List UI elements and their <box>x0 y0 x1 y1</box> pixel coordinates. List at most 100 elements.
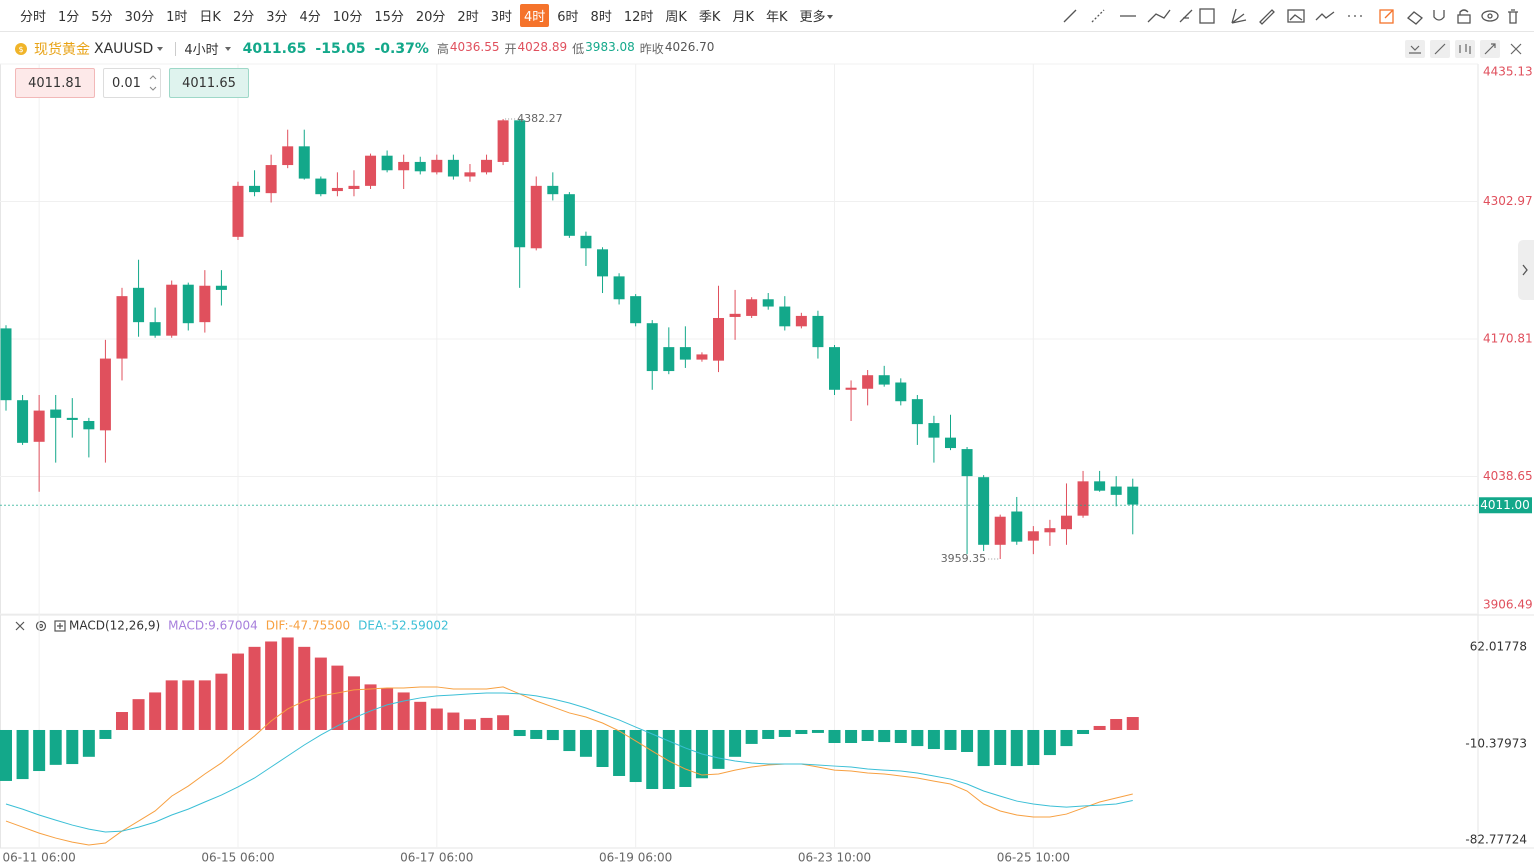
candle-body <box>414 161 426 172</box>
timeframe-button[interactable]: 8时 <box>590 10 612 25</box>
candle-body <box>862 375 874 389</box>
y-tick-label: 3906.49 <box>1483 598 1533 612</box>
macd-bar <box>513 729 526 737</box>
macd-bar <box>662 729 675 789</box>
x-tick-label: 06-11 06:00 <box>3 851 76 865</box>
macd-bar <box>397 692 410 730</box>
macd-bar <box>381 688 394 730</box>
candle-body <box>431 159 443 173</box>
macd-bar <box>149 692 162 730</box>
macd-bar <box>99 729 112 739</box>
macd-bar <box>248 646 261 730</box>
macd-bar <box>314 657 327 730</box>
timeframe-button[interactable]: 2时 <box>457 10 479 25</box>
macd-bar <box>762 729 775 739</box>
stat-label: 开 <box>504 42 517 56</box>
candle-body <box>646 323 658 372</box>
candle-body <box>298 146 310 179</box>
timeframe-button[interactable]: 3分 <box>266 10 288 25</box>
timeframe-button[interactable]: 1分 <box>58 10 80 25</box>
chart-tools[interactable] <box>1405 40 1522 58</box>
macd-bar <box>1010 729 1023 767</box>
candle-body <box>33 410 45 442</box>
candle-body <box>845 387 857 390</box>
macd-bar <box>994 729 1007 765</box>
candle-body <box>348 185 360 189</box>
timeframe-button[interactable]: 1时 <box>166 10 188 25</box>
candle-body <box>514 120 526 248</box>
extreme-label: 3959.35 <box>941 552 987 565</box>
timeframe-button[interactable]: 10分 <box>332 10 363 25</box>
stat-label: 低 <box>572 42 585 56</box>
symbol-name: 现货黄金 <box>34 41 90 58</box>
timeframe-button[interactable]: 日K <box>199 10 221 25</box>
candle-body <box>149 322 161 336</box>
side-tab[interactable] <box>1518 240 1534 300</box>
symbol-code[interactable]: XAUUSD <box>94 40 154 57</box>
y-tick-label: 62.01778 <box>1470 639 1527 653</box>
timeframe-button[interactable]: 2分 <box>232 10 255 25</box>
candle-body <box>729 313 741 317</box>
sell-button[interactable]: 4011.81 <box>15 68 95 98</box>
macd-bar <box>596 729 609 768</box>
indicator-controls[interactable] <box>15 620 66 632</box>
lot-input[interactable]: 0.01 <box>103 68 161 98</box>
y-tick-label: -82.77724 <box>1465 833 1527 847</box>
timeframe-button[interactable]: 12时 <box>623 10 654 25</box>
timeframe-button[interactable]: 3时 <box>490 10 512 25</box>
timeframe-button[interactable]: 30分 <box>124 10 155 25</box>
candle-body <box>1094 481 1106 491</box>
candle-body <box>961 449 973 477</box>
timeframe-button[interactable]: 4分 <box>299 10 321 25</box>
timeframe-button[interactable]: 更多 <box>800 4 834 27</box>
candle-body <box>1127 486 1139 505</box>
macd-line <box>5 692 1133 833</box>
candle-body <box>199 285 211 323</box>
candle-body <box>597 249 609 277</box>
candle-body <box>630 296 642 324</box>
timeframe-button[interactable]: 20分 <box>415 10 446 25</box>
coin-icon: $ <box>15 42 27 55</box>
timeframe-button[interactable]: 季K <box>698 10 721 25</box>
buy-button[interactable]: 4011.65 <box>169 68 249 98</box>
candle-body <box>928 423 940 438</box>
candle-body <box>447 159 459 177</box>
timeframe-button[interactable]: 月K <box>732 10 754 25</box>
svg-text:$: $ <box>18 45 23 54</box>
macd-bar <box>132 699 145 730</box>
candle-body <box>315 178 327 195</box>
timeframe-button[interactable]: 4时 <box>519 4 550 27</box>
macd-bar <box>1027 729 1040 765</box>
macd-bar <box>281 637 294 730</box>
macd-bar <box>430 708 443 730</box>
candle-body <box>464 172 476 177</box>
macd-bar <box>745 729 758 744</box>
macd-bar <box>629 729 642 783</box>
timeframe-button[interactable]: 5分 <box>91 10 113 25</box>
timeframe-button[interactable]: 年K <box>765 10 788 25</box>
macd-bar <box>861 729 874 741</box>
timeframe-button[interactable]: 分时 <box>20 10 47 25</box>
macd-bar <box>828 729 841 743</box>
extreme-label: 4382.27 <box>517 112 563 125</box>
period[interactable]: 4小时 <box>184 43 219 58</box>
macd-plot <box>0 637 1139 846</box>
timeframe-button[interactable]: 周K <box>665 10 687 25</box>
drawing-tools[interactable] <box>1060 6 1520 26</box>
candle-body <box>795 315 807 327</box>
candle-body <box>762 299 774 307</box>
dropdown-arrow <box>826 15 833 19</box>
candle-body <box>944 437 956 449</box>
stat-label: 高 <box>436 42 449 56</box>
macd-bar <box>480 717 493 730</box>
timeframe-button[interactable]: 6时 <box>557 10 579 25</box>
timeframe-button[interactable]: 15分 <box>374 10 404 25</box>
candle-body <box>116 296 128 359</box>
candle-body <box>381 155 393 171</box>
candle-body <box>911 399 923 425</box>
stepper[interactable] <box>149 73 157 93</box>
legend-entry: DIF:-47.75500 <box>266 619 350 633</box>
macd-bar <box>944 729 957 750</box>
candle-body <box>133 287 145 323</box>
